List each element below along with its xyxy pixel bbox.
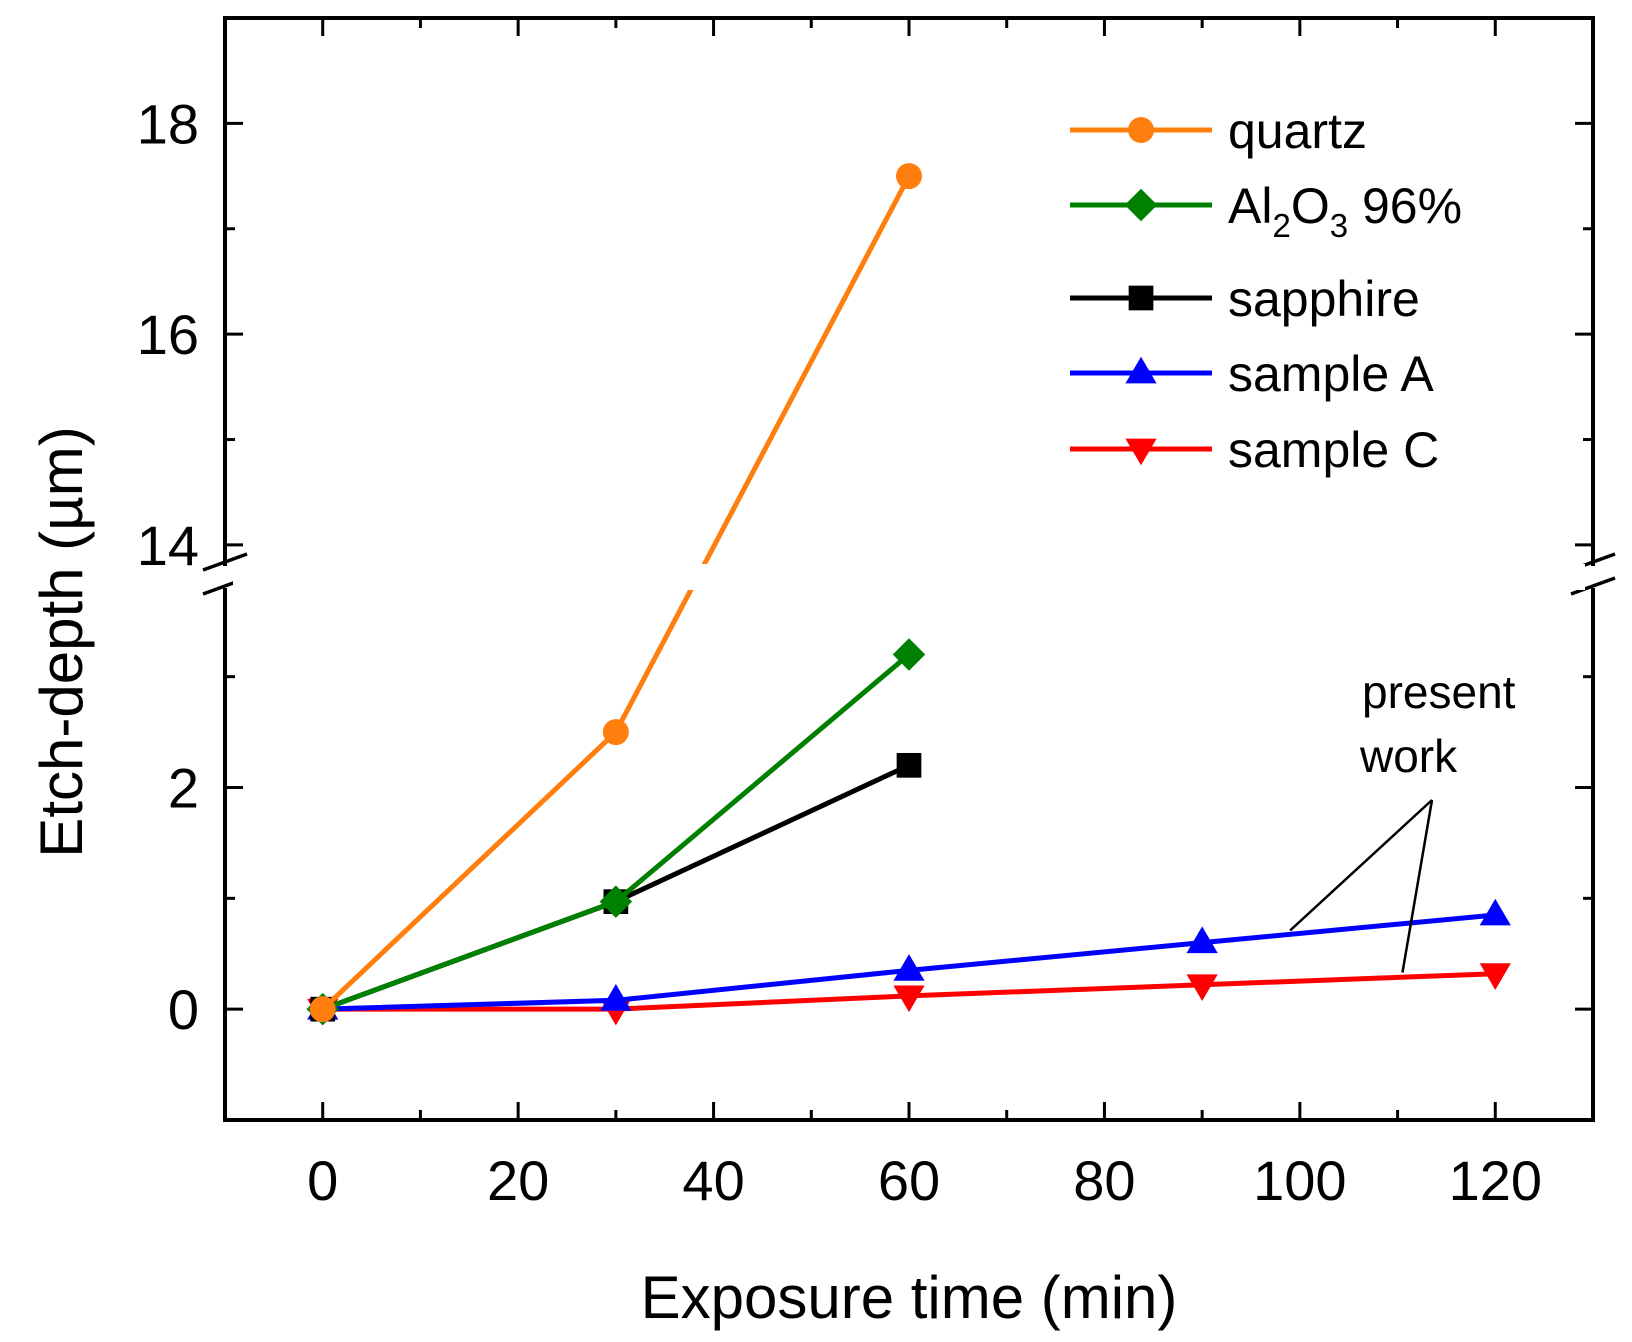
series-line-quartz [320,174,912,1011]
legend-marker-sample-c [1125,438,1157,466]
x-tick-label: 60 [878,1149,940,1212]
data-point-sample-a [1479,898,1511,926]
legend-label-al2o3-96: Al2O3 96% [1228,178,1462,244]
data-point-al2o3-96 [599,885,633,918]
data-point-quartz [896,163,922,190]
data-point-sample-c [893,985,925,1013]
data-point-quartz [602,719,629,746]
data-point-sample-c [1186,974,1218,1002]
x-tick-label: 80 [1073,1149,1135,1212]
y-tick-label: 16 [137,303,199,366]
x-axis-title: Exposure time (min) [641,1264,1178,1331]
legend-marker-quartz [1128,117,1154,143]
annotation-pointer [1289,799,1433,932]
data-point-sample-a [893,954,925,981]
axis-break-band [233,564,1585,590]
series-line-al2o3-96 [321,652,911,1012]
y-axis-break-mark [202,552,248,572]
y-axis-break-mark [1570,576,1616,596]
y-tick-label: 2 [168,757,199,820]
legend-marker-sample-a [1125,356,1157,384]
x-tick-label: 100 [1253,1149,1346,1212]
axis-layer: 0 20 40 60 80 100 120 0 2 14 16 18 [137,16,1616,1212]
data-point-sample-a [1186,926,1218,954]
x-tick-label: 0 [307,1149,338,1212]
y-axis-title: Etch-depth (µm) [28,426,95,857]
legend-marker-sapphire [1128,285,1154,311]
legend: quartz Al2O3 96% sapphire sample A sample C [1070,103,1462,478]
data-point-sapphire [896,752,922,778]
annotation-text-line: present [1362,666,1516,718]
x-tick-label: 40 [682,1149,744,1212]
data-point-al2o3-96 [892,638,926,671]
data-point-quartz [309,996,336,1023]
y-tick-label: 0 [168,978,199,1041]
legend-label-sample-c: sample C [1228,422,1439,478]
y-tick-label: 18 [137,92,199,155]
data-point-sample-a [600,984,632,1011]
data-point-sample-c [1479,963,1511,990]
legend-label-quartz: quartz [1228,103,1367,159]
x-tick-label: 20 [487,1149,549,1212]
legend-marker-al2o3-96 [1124,188,1158,222]
y-tick-label: 14 [137,514,199,577]
annotation-text-line: work [1359,730,1458,782]
annotation-layer: present work [1289,666,1516,973]
series-layer [233,163,1585,1026]
legend-label-sapphire: sapphire [1228,271,1420,327]
x-tick-label: 120 [1449,1149,1542,1212]
y-axis-break-gap-right [1587,566,1599,588]
legend-label-sample-a: sample A [1228,346,1434,402]
y-axis-break-gap-left [219,566,231,588]
annotation-pointer [1401,799,1434,973]
